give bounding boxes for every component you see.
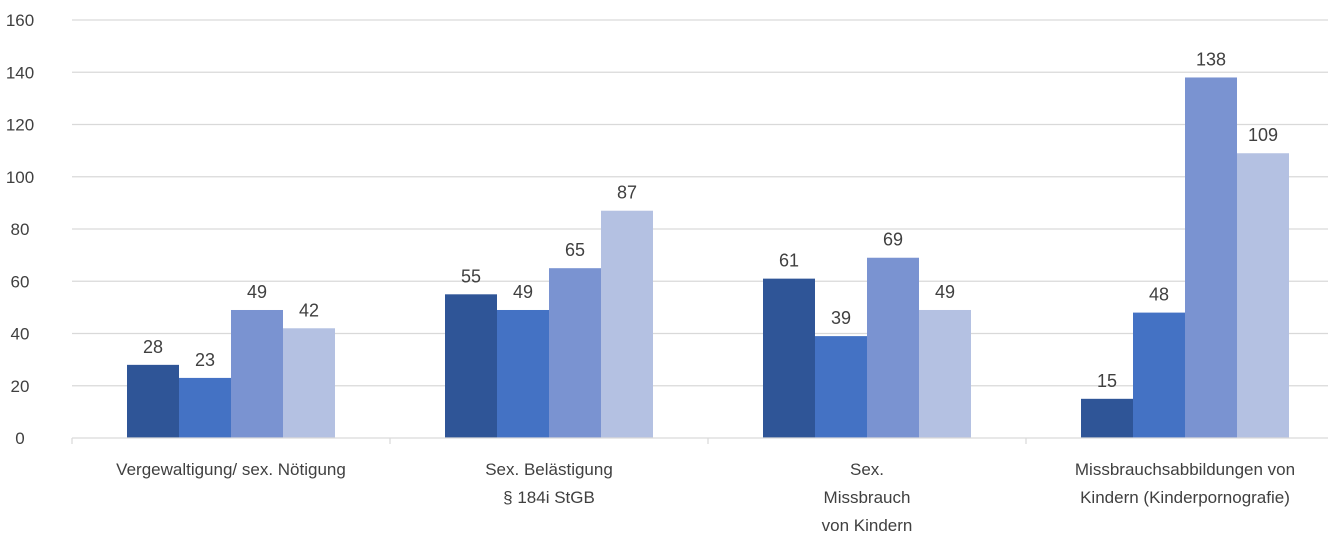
bar xyxy=(867,257,919,438)
bar xyxy=(1185,77,1237,438)
data-labels: 28 23 49 42 55 49 65 87 61 39 69 49 15 48 138 109 xyxy=(143,49,1278,390)
bar xyxy=(1081,398,1133,438)
y-tick-label: 40 xyxy=(11,325,30,344)
bar xyxy=(283,328,335,438)
bar xyxy=(179,377,231,438)
category-label: Missbrauch xyxy=(824,488,911,507)
bars xyxy=(127,77,1289,439)
category-label: Kindern (Kinderpornografie) xyxy=(1080,488,1290,507)
bar xyxy=(763,278,815,438)
data-label: 138 xyxy=(1196,49,1226,69)
bar xyxy=(1237,153,1289,439)
bar xyxy=(549,268,601,438)
data-label: 49 xyxy=(247,282,267,302)
y-tick-label: 80 xyxy=(11,220,30,239)
bar xyxy=(1133,312,1185,438)
axes: 0 20 40 60 80 100 120 140 160 Vergewaltigung/ sex… xyxy=(6,11,1328,535)
y-tick-label: 160 xyxy=(6,11,34,30)
y-tick-label: 0 xyxy=(15,429,24,448)
data-label: 65 xyxy=(565,240,585,260)
data-label: 28 xyxy=(143,337,163,357)
data-label: 49 xyxy=(513,282,533,302)
data-label: 87 xyxy=(617,183,637,203)
bar xyxy=(601,210,653,438)
data-label: 61 xyxy=(779,251,799,271)
category-label: Missbrauchsabbildungen von xyxy=(1075,460,1295,479)
data-label: 55 xyxy=(461,266,481,286)
data-label: 23 xyxy=(195,350,215,370)
category-label: von Kindern xyxy=(822,516,913,535)
y-tick-label: 120 xyxy=(6,116,34,135)
data-label: 49 xyxy=(935,282,955,302)
data-label: 48 xyxy=(1149,285,1169,305)
category-label: Sex. xyxy=(850,460,884,479)
bar xyxy=(231,309,283,438)
data-label: 42 xyxy=(299,300,319,320)
bar xyxy=(127,364,179,438)
category-label: Sex. Belästigung xyxy=(485,460,613,479)
data-label: 69 xyxy=(883,230,903,250)
data-label: 109 xyxy=(1248,125,1278,145)
y-tick-label: 140 xyxy=(6,63,34,82)
data-label: 15 xyxy=(1097,371,1117,391)
bar xyxy=(815,336,867,438)
bar xyxy=(445,294,497,438)
y-tick-label: 100 xyxy=(6,168,34,187)
category-label: Vergewaltigung/ sex. Nötigung xyxy=(116,460,346,479)
bar xyxy=(497,309,549,438)
y-tick-label: 20 xyxy=(11,377,30,396)
category-label: § 184i StGB xyxy=(503,488,595,507)
bar xyxy=(919,309,971,438)
data-label: 39 xyxy=(831,308,851,328)
y-tick-label: 60 xyxy=(11,272,30,291)
